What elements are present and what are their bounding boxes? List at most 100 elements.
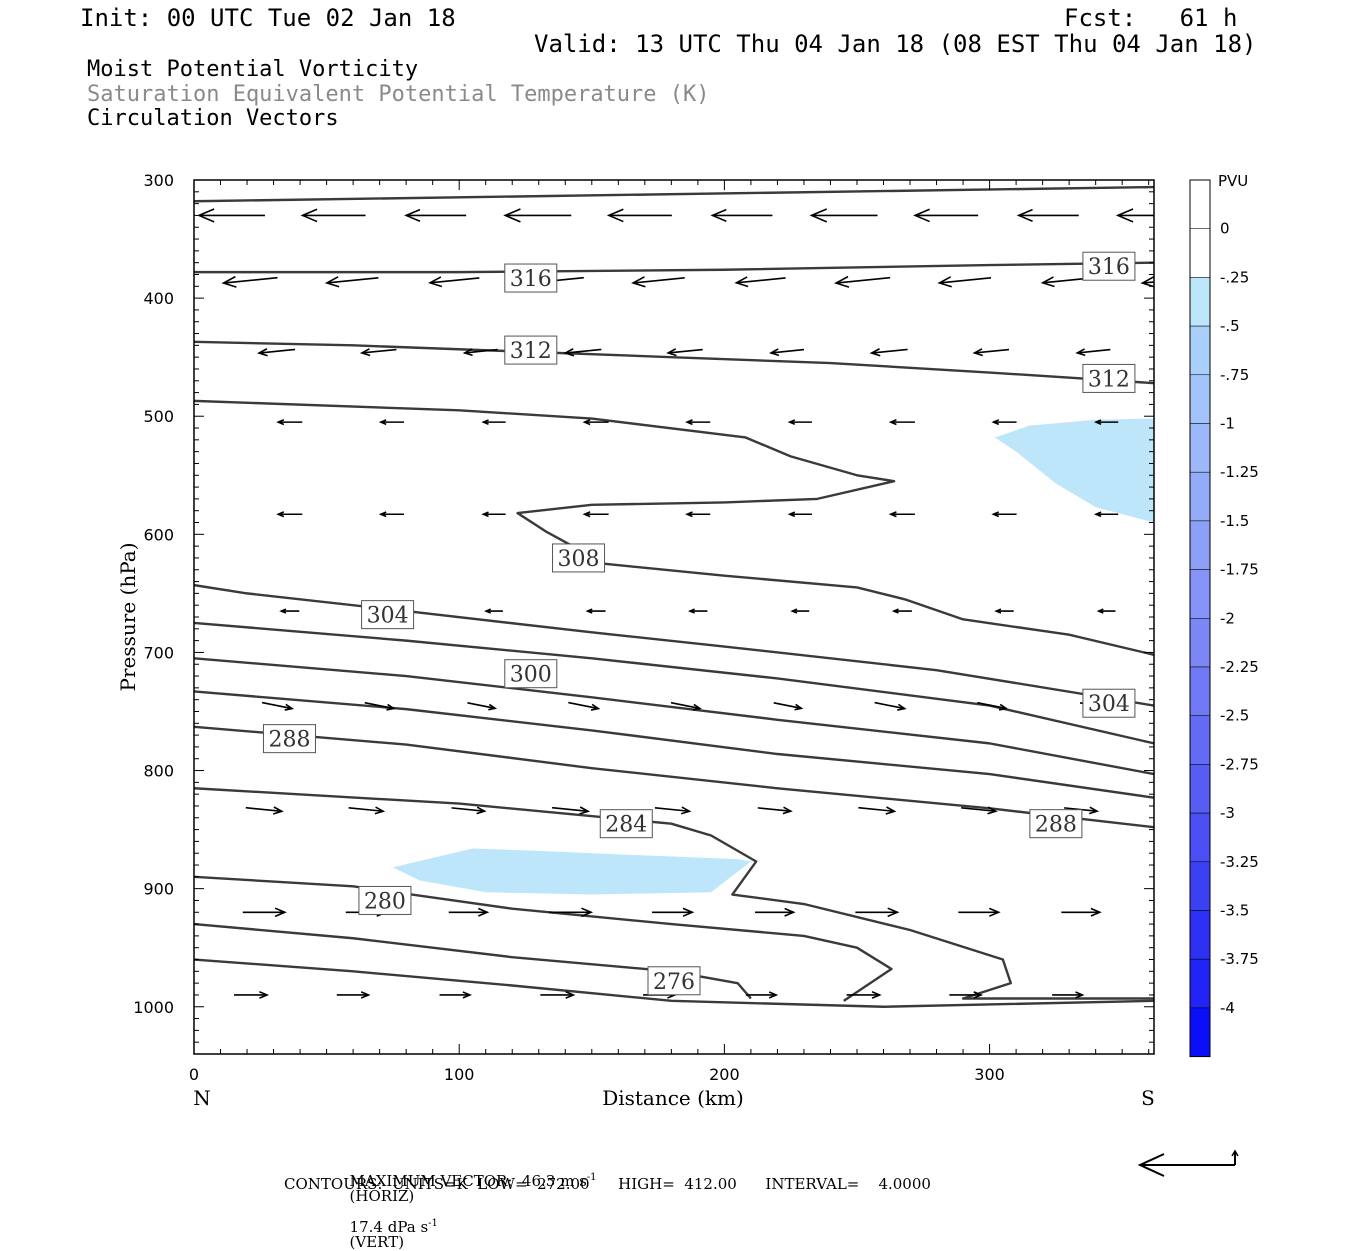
vector-head [276, 511, 285, 518]
colorbar-label: -1 [1220, 415, 1235, 433]
contour-label-box [262, 724, 316, 754]
colorbar-swatch [1189, 374, 1211, 424]
vector-head [488, 703, 498, 711]
vector-head [768, 991, 779, 999]
vector-head [585, 608, 593, 614]
vector-head [1016, 208, 1033, 223]
vector-head [378, 419, 387, 426]
circulation-vector [888, 419, 915, 426]
colorbar-swatch [1189, 277, 1211, 327]
vector-shaft [1142, 281, 1154, 284]
circulation-vector [540, 990, 576, 999]
circulation-vector [949, 991, 984, 999]
circulation-vector [991, 511, 1017, 518]
theta-es-contour [194, 922, 752, 1000]
circulation-vector [809, 208, 878, 223]
circulation-vector [1075, 348, 1111, 357]
colorbar-label: -1.5 [1220, 512, 1249, 530]
vector-head [1075, 348, 1086, 357]
contour-label-box [504, 263, 558, 293]
vector-head [606, 208, 624, 223]
vector-head [887, 907, 900, 918]
circulation-vector [745, 991, 779, 999]
vector-shaft [858, 806, 895, 813]
colorbar-label: -2.5 [1220, 707, 1249, 725]
circulation-vector [855, 907, 900, 918]
colorbar-swatch [1189, 520, 1211, 570]
vector-head [582, 511, 591, 518]
vector-shaft [874, 701, 905, 710]
circulation-vector [773, 702, 804, 711]
vector-shaft [361, 348, 397, 354]
vector-shaft [326, 277, 379, 284]
vector-head [1096, 608, 1104, 614]
circulation-vector [324, 276, 379, 288]
contour-label: 280 [358, 885, 412, 915]
circulation-vector [710, 208, 773, 223]
circulation-vector [869, 348, 908, 357]
colorbar-label: -2.25 [1220, 658, 1259, 676]
vector-head [888, 419, 897, 426]
x-end-label-south: S [1141, 1086, 1155, 1110]
contour-label-text: 304 [1088, 692, 1130, 717]
vector-head [378, 511, 387, 518]
vector-head [476, 806, 487, 815]
vector-head [582, 419, 591, 426]
vector-head [481, 511, 489, 518]
circulation-vector [234, 990, 270, 999]
vector-shaft [551, 806, 589, 813]
theta-es-contour [194, 261, 1154, 274]
vector-head [913, 208, 930, 223]
title-mpv: Moist Potential Vorticity [87, 57, 419, 82]
vector-head [987, 806, 998, 815]
colorbar-label: -2 [1220, 609, 1235, 627]
colorbar-label: -4 [1220, 999, 1235, 1017]
circulation-vector [834, 275, 891, 288]
contour-label-text: 304 [367, 604, 409, 629]
vector-shaft [633, 277, 685, 284]
x-tick-label: 300 [974, 1065, 1005, 1084]
circulation-vector [462, 348, 498, 357]
contour-label-box [504, 659, 558, 689]
circulation-vector [582, 419, 609, 426]
theta-es-contour [194, 185, 1154, 203]
contour-label-text: 308 [558, 547, 600, 572]
circulation-vector [276, 419, 303, 426]
vector-shaft [668, 348, 703, 354]
vector-head [481, 419, 489, 426]
max-vector-exp: -1 [586, 1172, 597, 1183]
max-vector-text: MAXIMUM VECTOR: 46.3 m s [349, 1172, 587, 1190]
colorbar-frame [1189, 179, 1211, 1058]
colorbar-swatch [1189, 812, 1211, 863]
colorbar-swatch [1189, 471, 1211, 522]
vector-head [360, 991, 371, 999]
vector-shaft [467, 702, 496, 710]
circulation-vector [874, 701, 907, 711]
circulation-vector [503, 208, 572, 223]
circulation-vector [958, 907, 1001, 917]
colorbar-swatch [1189, 423, 1211, 473]
vert-text: (VERT) [349, 1233, 405, 1251]
vector-head [680, 806, 692, 815]
contour-label-text: 288 [1035, 813, 1077, 838]
colorbar-swatch [1189, 764, 1211, 814]
circulation-vector [364, 701, 396, 711]
contour-label: 276 [647, 966, 701, 996]
x-end-label-north: N [193, 1086, 211, 1110]
circulation-vector [245, 806, 284, 815]
vector-head [972, 348, 983, 357]
circulation-vector [858, 806, 897, 815]
circulation-vector [787, 419, 812, 426]
vector-head [581, 907, 594, 918]
circulation-vector [563, 348, 602, 357]
vector-head [998, 703, 1009, 711]
contour-label-box [647, 966, 701, 996]
circulation-vector [888, 511, 915, 518]
vector-head [300, 208, 318, 223]
vector-head [666, 348, 677, 357]
colorbar-label: -3.25 [1220, 853, 1259, 871]
vector-head [374, 806, 386, 815]
vector-head [1115, 208, 1134, 223]
vector-head [386, 703, 396, 711]
contour-label: 312 [1082, 363, 1136, 393]
